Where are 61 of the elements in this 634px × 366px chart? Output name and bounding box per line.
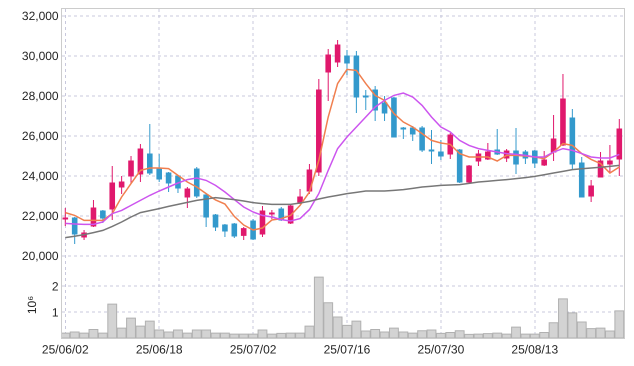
candlestick — [269, 210, 275, 220]
candlestick — [72, 216, 78, 244]
candlestick — [297, 188, 303, 204]
candlestick — [128, 156, 134, 184]
candlestick — [400, 126, 406, 140]
candlestick — [212, 214, 218, 232]
candlestick — [138, 144, 144, 182]
line-series — [64, 68, 620, 231]
candlestick — [578, 156, 585, 198]
y-tick-label: 2 — [52, 279, 59, 294]
candlestick — [607, 144, 613, 172]
candlestick — [354, 50, 360, 114]
candlestick — [222, 224, 228, 238]
y-axis-title: 10⁶ — [25, 296, 40, 314]
candlestick — [334, 40, 340, 68]
candlestick — [184, 186, 190, 208]
y-tick-label: 28,000 — [22, 89, 59, 104]
x-tick-label: 25/06/18 — [136, 342, 183, 356]
candlestick — [100, 210, 106, 224]
candlestick — [147, 124, 153, 176]
candlestick — [560, 74, 566, 146]
x-tick-label: 25/07/02 — [230, 342, 277, 356]
candlestick — [419, 126, 425, 152]
candlestick — [118, 176, 124, 194]
candlestick — [438, 140, 444, 160]
y-tick-label: 24,000 — [22, 169, 59, 184]
y-tick-label: 26,000 — [22, 129, 59, 144]
candlestick — [447, 132, 454, 160]
line-series — [64, 164, 620, 238]
candlestick — [362, 90, 369, 110]
candlestick — [616, 118, 622, 176]
candlestick — [166, 172, 172, 192]
candlestick — [391, 96, 397, 138]
candlestick — [316, 78, 322, 176]
candlestick — [428, 130, 434, 164]
y-tick-label: 1 — [52, 305, 59, 320]
candlestick — [541, 150, 547, 166]
candlestick — [344, 50, 350, 76]
x-tick-label: 25/07/16 — [324, 342, 371, 356]
line-series — [64, 92, 620, 226]
candlestick — [382, 96, 388, 122]
y-tick-label: 20,000 — [22, 249, 59, 264]
candlestick — [466, 164, 472, 184]
candlestick — [325, 48, 332, 102]
candlestick — [410, 126, 416, 142]
y-tick-label: 32,000 — [22, 9, 59, 24]
candlestick — [232, 222, 238, 238]
candlestick — [203, 194, 209, 228]
x-tick-label: 25/08/13 — [511, 342, 558, 356]
candlestick — [240, 226, 246, 240]
y-tick-label: 30,000 — [22, 49, 59, 64]
candlestick — [62, 208, 68, 226]
candlestick — [570, 108, 576, 170]
candlestick — [156, 154, 162, 182]
candlestick — [550, 114, 556, 162]
x-tick-label: 25/07/30 — [418, 342, 465, 356]
candlestick — [456, 148, 462, 184]
y-tick-label: 22,000 — [22, 209, 59, 224]
x-tick-label: 25/06/02 — [42, 342, 89, 356]
candlestick — [109, 166, 116, 220]
candlestick — [588, 180, 594, 202]
